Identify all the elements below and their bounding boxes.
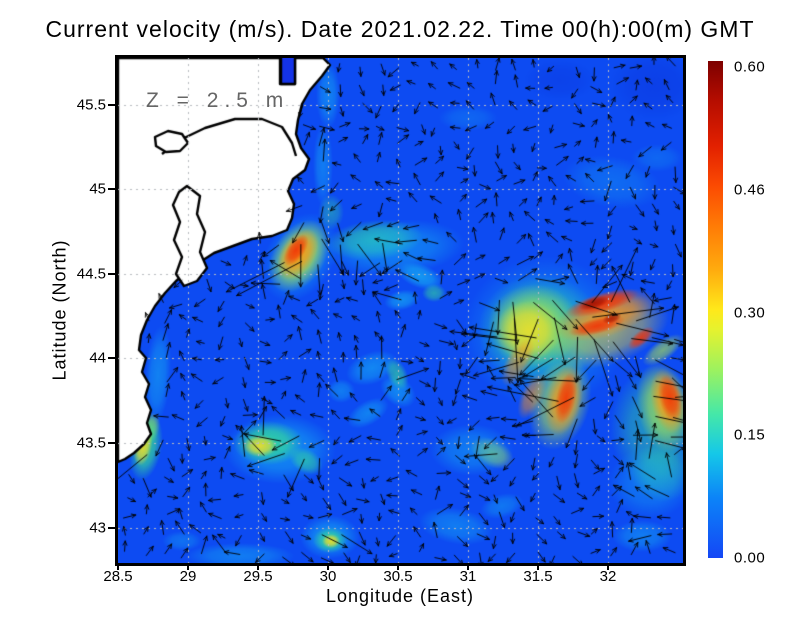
y-tick-label: 45	[89, 180, 106, 198]
plot-frame	[115, 55, 686, 566]
x-tick-label: 31	[459, 568, 477, 585]
chart-title: Current velocity (m/s). Date 2021.02.22.…	[45, 16, 755, 42]
x-tick-label: 31.5	[523, 568, 553, 585]
x-tick-label: 29.5	[243, 568, 273, 585]
x-tick-label: 29	[179, 568, 197, 585]
y-tick-label: 43.5	[76, 434, 106, 452]
x-tick-mark	[606, 563, 609, 570]
colorbar-tick-label: 0.46	[734, 181, 766, 199]
velocity-map-canvas	[118, 58, 683, 563]
y-tick-label: 44	[89, 349, 106, 367]
colorbar	[708, 61, 723, 558]
colorbar-tick-label: 0.00	[734, 549, 766, 567]
x-tick-label: 30	[319, 568, 337, 585]
y-tick-mark	[108, 188, 115, 191]
x-tick-mark	[186, 563, 189, 570]
y-tick-mark	[108, 103, 115, 106]
y-tick-label: 45.5	[76, 96, 106, 114]
colorbar-tick-label: 0.60	[734, 58, 766, 76]
y-tick-mark	[108, 272, 115, 275]
x-tick-label: 28.5	[103, 568, 133, 585]
x-tick-mark	[396, 563, 399, 570]
x-tick-label: 32	[599, 568, 617, 585]
x-tick-label: 30.5	[383, 568, 413, 585]
y-tick-mark	[108, 357, 115, 360]
x-axis-title: Longitude (East)	[325, 586, 475, 606]
x-tick-mark	[536, 563, 539, 570]
x-tick-mark	[326, 563, 329, 570]
y-tick-mark	[108, 526, 115, 529]
colorbar-tick-label: 0.30	[734, 304, 766, 321]
x-tick-mark	[466, 563, 469, 570]
y-tick-mark	[108, 442, 115, 444]
x-tick-mark	[256, 563, 259, 570]
y-tick-label: 43	[89, 519, 106, 536]
y-tick-label: 44.5	[76, 265, 106, 283]
colorbar-tick-label: 0.15	[734, 426, 766, 444]
depth-annotation: Z = 2.5 m	[146, 89, 290, 112]
x-tick-mark	[117, 563, 119, 570]
